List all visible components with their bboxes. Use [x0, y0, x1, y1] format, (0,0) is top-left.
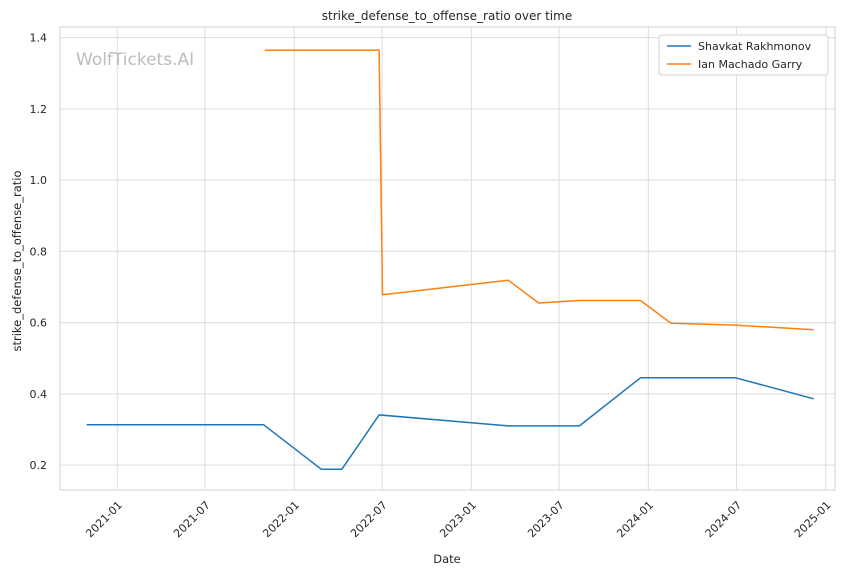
series-line-1 — [264, 49, 814, 331]
y-tick-label: 1.0 — [30, 174, 48, 187]
chart-title: strike_defense_to_offense_ratio over tim… — [322, 9, 572, 23]
plot-area — [59, 26, 836, 491]
legend-box — [658, 34, 829, 76]
legend-label-shavkat: Shavkat Rakhmonov — [698, 40, 812, 53]
legend: Shavkat Rakhmonov Ian Machado Garry — [658, 34, 829, 76]
y-tick-label: 0.4 — [30, 388, 48, 401]
y-tick-label: 0.6 — [30, 317, 48, 330]
watermark: WolfTickets.AI — [76, 50, 194, 70]
series-lines — [86, 49, 814, 471]
legend-label-ian: Ian Machado Garry — [698, 58, 803, 71]
y-tick-labels: 0.2 0.4 0.6 0.8 1.0 1.2 1.4 — [30, 32, 48, 472]
y-tick-label: 1.2 — [30, 103, 48, 116]
x-axis-title: Date — [433, 552, 461, 566]
y-tick-label: 0.8 — [30, 245, 48, 258]
series-line-0 — [86, 377, 814, 471]
y-tick-label: 0.2 — [30, 459, 48, 472]
grid-lines — [60, 27, 835, 490]
y-axis-title: strike_defense_to_offense_ratio — [10, 170, 24, 351]
y-tick-label: 1.4 — [30, 32, 48, 45]
